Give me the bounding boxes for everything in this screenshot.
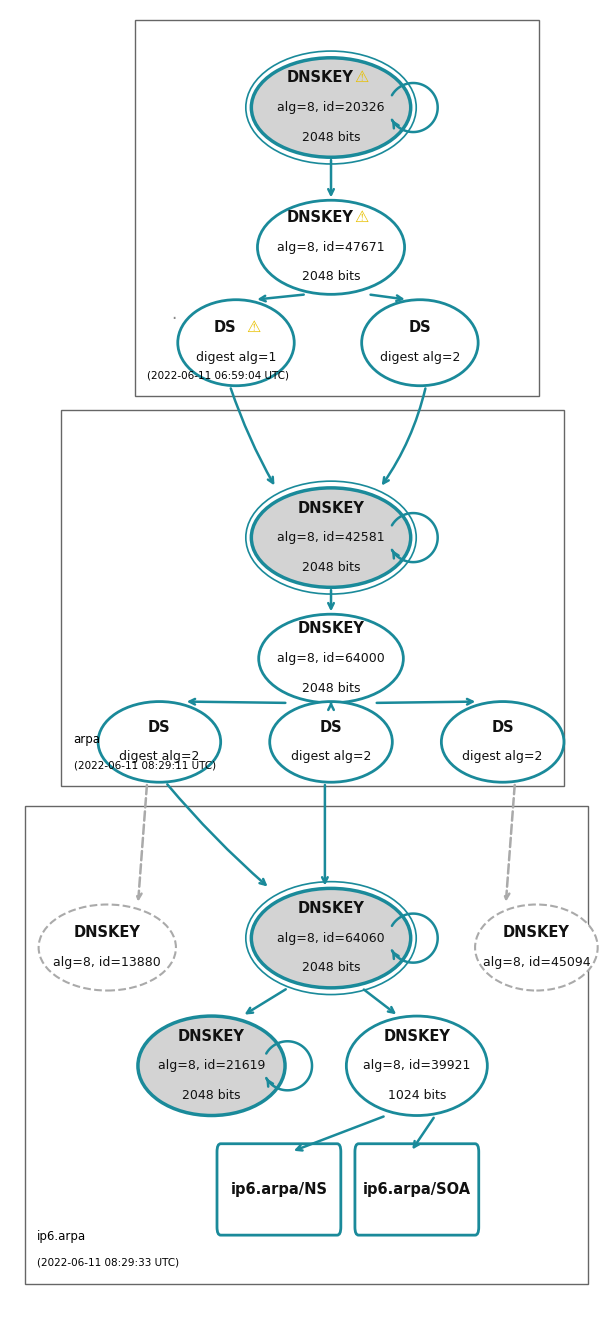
Text: .: . [172, 305, 177, 323]
Text: digest alg=1: digest alg=1 [196, 351, 276, 364]
Ellipse shape [441, 702, 564, 782]
Text: 2048 bits: 2048 bits [302, 130, 360, 144]
Text: DNSKEY: DNSKEY [383, 1028, 451, 1044]
Text: alg=8, id=64060: alg=8, id=64060 [277, 931, 385, 945]
Text: DNSKEY: DNSKEY [286, 70, 354, 86]
Text: digest alg=2: digest alg=2 [291, 750, 371, 763]
Text: 2048 bits: 2048 bits [302, 681, 360, 695]
Text: alg=8, id=47671: alg=8, id=47671 [277, 241, 385, 254]
Text: DS: DS [409, 320, 431, 336]
Text: DS: DS [214, 320, 236, 336]
Text: DNSKEY: DNSKEY [297, 621, 365, 637]
Ellipse shape [251, 488, 411, 587]
Text: alg=8, id=21619: alg=8, id=21619 [158, 1059, 265, 1073]
Text: (2022-06-11 08:29:33 UTC): (2022-06-11 08:29:33 UTC) [37, 1258, 179, 1267]
Ellipse shape [251, 888, 411, 988]
Ellipse shape [257, 200, 405, 294]
Text: ip6.arpa/NS: ip6.arpa/NS [230, 1181, 327, 1198]
Text: alg=8, id=39921: alg=8, id=39921 [363, 1059, 471, 1073]
Ellipse shape [475, 905, 598, 991]
Text: arpa: arpa [74, 732, 101, 746]
Text: DNSKEY: DNSKEY [503, 925, 570, 941]
Text: ⚠: ⚠ [354, 210, 368, 226]
Text: ⚠: ⚠ [246, 320, 260, 336]
Text: alg=8, id=42581: alg=8, id=42581 [277, 531, 385, 544]
Ellipse shape [270, 702, 392, 782]
Text: alg=8, id=13880: alg=8, id=13880 [53, 956, 161, 969]
Text: 2048 bits: 2048 bits [302, 560, 360, 574]
Ellipse shape [251, 58, 411, 157]
Ellipse shape [178, 300, 294, 386]
Text: digest alg=2: digest alg=2 [379, 351, 460, 364]
Text: DNSKEY: DNSKEY [286, 210, 354, 226]
Text: alg=8, id=20326: alg=8, id=20326 [277, 101, 385, 114]
Text: 2048 bits: 2048 bits [182, 1089, 241, 1102]
Text: 2048 bits: 2048 bits [302, 961, 360, 974]
Text: alg=8, id=64000: alg=8, id=64000 [277, 652, 385, 665]
Ellipse shape [39, 905, 176, 991]
Text: DS: DS [148, 719, 170, 735]
Text: (2022-06-11 06:59:04 UTC): (2022-06-11 06:59:04 UTC) [147, 371, 289, 380]
Text: (2022-06-11 08:29:11 UTC): (2022-06-11 08:29:11 UTC) [74, 761, 216, 770]
Text: digest alg=2: digest alg=2 [119, 750, 200, 763]
Ellipse shape [98, 702, 221, 782]
Text: DNSKEY: DNSKEY [297, 500, 365, 516]
Text: alg=8, id=45094: alg=8, id=45094 [482, 956, 590, 969]
Text: DNSKEY: DNSKEY [297, 900, 365, 917]
FancyBboxPatch shape [355, 1144, 479, 1235]
Text: 1024 bits: 1024 bits [387, 1089, 446, 1102]
Text: DS: DS [320, 719, 342, 735]
Ellipse shape [346, 1016, 487, 1116]
Ellipse shape [138, 1016, 285, 1116]
FancyBboxPatch shape [217, 1144, 341, 1235]
Text: DNSKEY: DNSKEY [178, 1028, 245, 1044]
Text: digest alg=2: digest alg=2 [462, 750, 543, 763]
Text: ip6.arpa: ip6.arpa [37, 1230, 86, 1243]
Text: ip6.arpa/SOA: ip6.arpa/SOA [363, 1181, 471, 1198]
Text: ⚠: ⚠ [354, 70, 368, 86]
Text: DS: DS [492, 719, 514, 735]
Ellipse shape [259, 614, 403, 703]
Text: DNSKEY: DNSKEY [74, 925, 141, 941]
Ellipse shape [362, 300, 478, 386]
Text: 2048 bits: 2048 bits [302, 270, 360, 284]
